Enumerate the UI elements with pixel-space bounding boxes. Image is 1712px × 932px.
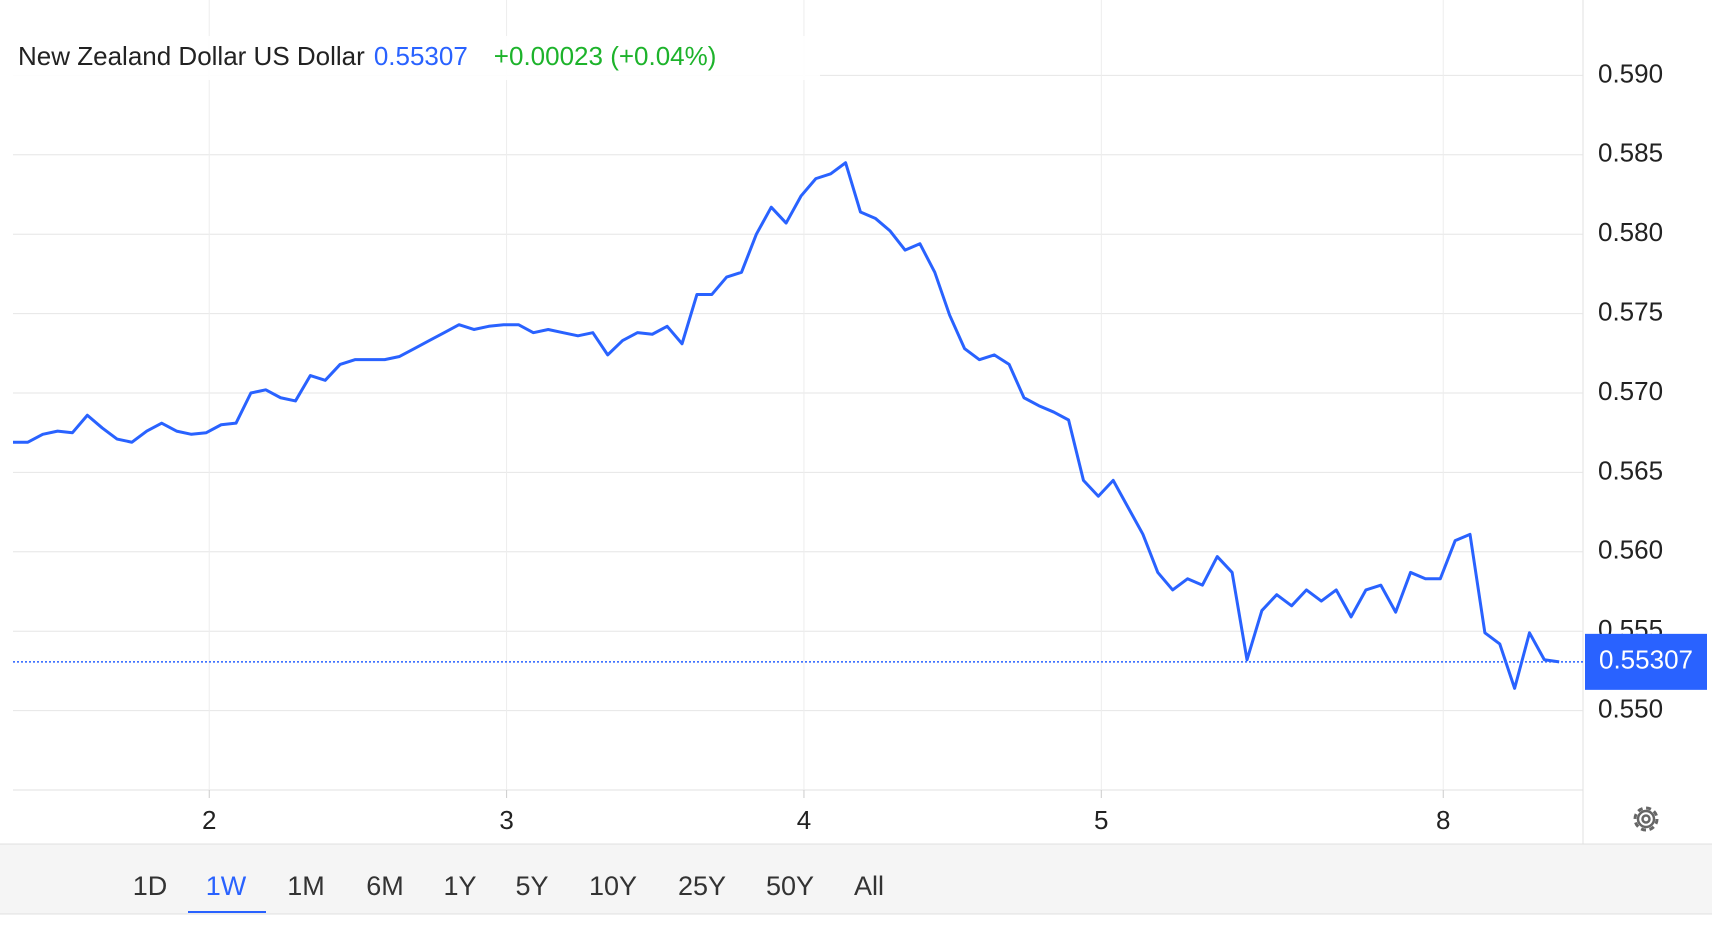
range-button[interactable]: All: [854, 871, 884, 901]
settings-button[interactable]: [1633, 806, 1659, 832]
x-tick-label: 3: [499, 805, 513, 835]
header: New Zealand Dollar US Dollar 0.55307 +0.00…: [18, 41, 716, 71]
x-tick-label: 2: [202, 805, 216, 835]
price: 0.55307: [374, 41, 468, 71]
title: New Zealand Dollar US Dollar: [18, 41, 365, 71]
change: +0.00023 (+0.04%): [494, 41, 717, 71]
range-button[interactable]: 6M: [366, 871, 404, 901]
y-tick-label: 0.590: [1598, 58, 1663, 88]
range-button[interactable]: 1D: [133, 871, 168, 901]
range-button[interactable]: 5Y: [515, 871, 548, 901]
last-price-box: [1585, 633, 1707, 690]
y-tick-label: 0.560: [1598, 535, 1663, 565]
header-bg: [12, 36, 820, 80]
x-tick-label: 4: [797, 805, 811, 835]
range-button[interactable]: 1W: [206, 871, 247, 901]
range-bar: [0, 844, 1712, 914]
range-button[interactable]: 50Y: [766, 871, 814, 901]
price-line: [13, 161, 1560, 690]
y-tick-label: 0.570: [1598, 376, 1663, 406]
y-tick-label: 0.565: [1598, 455, 1663, 485]
range-button[interactable]: 10Y: [589, 871, 637, 901]
y-tick-label: 0.580: [1598, 217, 1663, 247]
last-price-label: 0.55307: [1599, 645, 1693, 675]
x-tick-label: 8: [1436, 805, 1450, 835]
range-button[interactable]: 25Y: [678, 871, 726, 901]
range-button[interactable]: 1M: [287, 871, 325, 901]
y-tick-label: 0.575: [1598, 296, 1663, 326]
y-tick-label: 0.585: [1598, 138, 1663, 168]
y-tick-label: 0.550: [1598, 693, 1663, 723]
range-button[interactable]: 1Y: [443, 871, 476, 901]
x-tick-label: 5: [1094, 805, 1108, 835]
